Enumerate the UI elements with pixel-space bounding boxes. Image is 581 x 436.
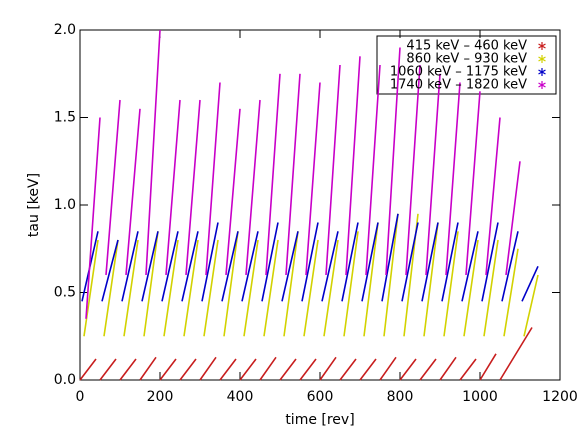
legend-label: 860 keV – 930 keV [406,52,527,67]
y-tick-label: 1.0 [54,197,76,213]
x-tick-label: 800 [387,389,414,405]
x-tick-label: 200 [147,389,174,405]
legend-marker [538,43,546,49]
y-axis-label: tau [keV] [26,173,42,237]
legend-label: 1060 keV – 1175 keV [390,65,527,80]
legend-marker [538,56,546,62]
x-tick-label: 1200 [542,389,578,405]
x-axis-label: time [rev] [285,412,354,428]
legend-box [376,35,557,95]
x-tick-label: 1000 [462,389,498,405]
y-tick-label: 2.0 [54,22,76,38]
x-tick-label: 0 [76,389,85,405]
series-line [79,327,533,381]
x-tick-label: 600 [307,389,334,405]
legend-label: 1740 keV – 1820 keV [390,78,527,93]
y-tick-label: 1.5 [54,110,76,126]
series-line [85,29,521,319]
series-line [83,213,539,337]
y-tick-label: 0.0 [54,372,76,388]
legend-label: 415 keV – 460 keV [406,39,527,54]
x-tick-label: 400 [227,389,254,405]
legend-marker [538,82,546,88]
legend-marker [538,69,546,75]
y-tick-label: 0.5 [54,285,76,301]
